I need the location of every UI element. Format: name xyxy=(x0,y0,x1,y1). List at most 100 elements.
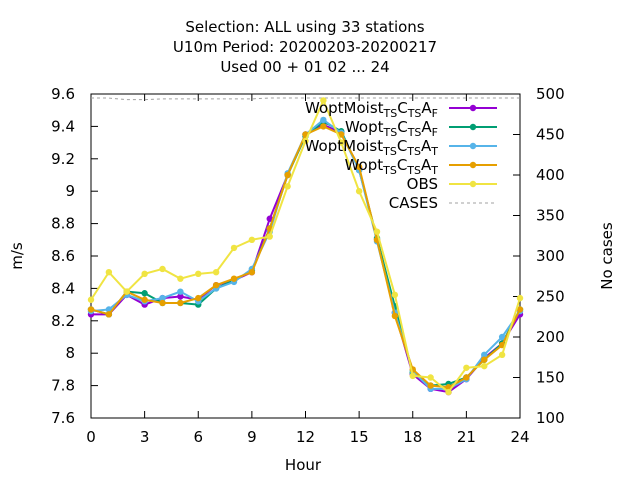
data-point xyxy=(355,163,363,171)
data-point xyxy=(391,312,399,320)
y2-tick-label: 150 xyxy=(536,369,565,387)
legend: WoptMoistTSCTSAFWoptTSCTSAFWoptMoistTSCT… xyxy=(305,99,497,212)
y-tick-label: 7.8 xyxy=(51,377,75,395)
data-point xyxy=(177,275,184,282)
series-1 xyxy=(87,121,524,396)
data-point xyxy=(159,265,166,273)
data-point xyxy=(141,296,148,303)
data-point xyxy=(212,281,220,289)
legend-entry: CASES xyxy=(389,194,497,212)
y-tick-label: 8 xyxy=(65,344,75,362)
legend-label: WoptTSCTSAF xyxy=(345,118,438,139)
x-tick-label: 0 xyxy=(86,428,96,446)
data-point xyxy=(177,299,184,307)
y-tick-label: 9.6 xyxy=(51,85,75,103)
data-point xyxy=(320,97,327,104)
legend-marker xyxy=(469,161,477,169)
data-point xyxy=(230,244,238,252)
data-point xyxy=(338,131,345,138)
y-tick-label: 8.8 xyxy=(51,215,75,233)
series-line xyxy=(90,120,521,387)
data-point xyxy=(427,382,434,389)
chart-title-line-3: Used 00 + 01 02 ... 24 xyxy=(220,58,389,76)
y-tick-label: 9.2 xyxy=(51,150,75,168)
data-point xyxy=(338,139,345,146)
x-axis-label: Hour xyxy=(285,456,322,474)
y2-tick-label: 400 xyxy=(536,166,565,184)
legend-marker xyxy=(469,180,477,188)
y2-tick-label: 100 xyxy=(536,409,565,427)
x-tick-label: 3 xyxy=(140,428,150,446)
x-tick-label: 15 xyxy=(350,428,369,446)
x-tick-label: 21 xyxy=(457,428,476,446)
data-point xyxy=(195,270,202,278)
data-point xyxy=(284,171,291,179)
data-point xyxy=(212,269,220,276)
data-point xyxy=(516,294,524,302)
legend-label: WoptTSCTSAT xyxy=(345,156,439,177)
y-axis-label: m/s xyxy=(8,242,26,270)
data-point xyxy=(302,137,309,145)
data-point xyxy=(498,351,506,359)
legend-entry: WoptMoistTSCTSAF xyxy=(305,99,497,120)
data-point xyxy=(105,269,113,276)
data-point xyxy=(409,372,416,380)
y2-tick-label: 250 xyxy=(536,288,565,306)
data-point xyxy=(463,374,470,381)
data-point xyxy=(445,388,452,396)
legend-entry: OBS xyxy=(407,175,497,193)
series-5 xyxy=(87,97,524,396)
data-point xyxy=(320,116,327,124)
data-point xyxy=(355,188,363,195)
data-point xyxy=(320,123,327,130)
data-point xyxy=(481,362,488,370)
y2-tick-label: 350 xyxy=(536,207,565,225)
y-tick-label: 8.6 xyxy=(51,247,75,265)
data-point xyxy=(498,333,506,341)
data-point xyxy=(481,356,488,363)
data-point xyxy=(266,215,273,222)
legend-label: OBS xyxy=(407,175,438,193)
series-line xyxy=(90,118,521,390)
data-point xyxy=(159,299,166,307)
data-point xyxy=(141,290,148,297)
axes: 0 3 6 9 12 15 18 21 24 7.6 7.8 8 8.2 8.4 8.6 8.8 9 9.2 9.4… xyxy=(51,85,565,446)
data-point xyxy=(266,233,273,240)
data-point xyxy=(373,228,381,235)
data-point xyxy=(123,288,130,295)
data-point xyxy=(248,269,256,276)
y-tick-label: 8.4 xyxy=(51,279,75,297)
x-tick-label: 18 xyxy=(403,428,422,446)
data-point xyxy=(391,291,399,299)
y-tick-label: 9 xyxy=(65,182,75,200)
y-tick-label: 9.4 xyxy=(51,117,75,135)
data-point xyxy=(141,270,148,278)
legend-marker xyxy=(469,142,477,150)
data-point xyxy=(87,306,95,313)
data-point xyxy=(463,364,470,371)
y2-tick-label: 300 xyxy=(536,247,565,265)
y-tick-label: 8.2 xyxy=(51,312,75,330)
y-tick-label: 7.6 xyxy=(51,409,75,427)
legend-entry: WoptTSCTSAF xyxy=(345,118,497,139)
series-4 xyxy=(87,123,524,391)
legend-label: CASES xyxy=(389,194,438,212)
x-tick-label: 12 xyxy=(296,428,315,446)
data-point xyxy=(427,374,434,381)
series-layer xyxy=(87,97,524,396)
y2-axis-label: No cases xyxy=(598,222,616,290)
legend-marker xyxy=(469,104,477,112)
series-3 xyxy=(87,116,524,393)
data-point xyxy=(177,288,184,295)
x-tick-label: 6 xyxy=(193,428,203,446)
data-point xyxy=(248,236,256,243)
y2-tick-label: 450 xyxy=(536,126,565,144)
series-2 xyxy=(87,118,524,389)
legend-entry: WoptMoistTSCTSAT xyxy=(305,137,497,158)
y2-tick-label: 500 xyxy=(536,85,565,103)
legend-entry: WoptTSCTSAT xyxy=(345,156,497,177)
chart-title: Selection: ALL using 33 stations U10m Pe… xyxy=(173,18,437,76)
x-tick-label: 24 xyxy=(510,428,529,446)
x-tick-label: 9 xyxy=(247,428,257,446)
